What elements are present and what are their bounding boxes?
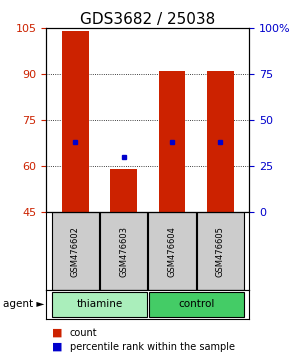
Text: GSM476604: GSM476604 — [168, 226, 177, 277]
Text: agent ►: agent ► — [3, 299, 44, 309]
FancyBboxPatch shape — [149, 292, 244, 317]
FancyBboxPatch shape — [197, 212, 244, 290]
Title: GDS3682 / 25038: GDS3682 / 25038 — [80, 12, 215, 27]
Bar — [62, 32, 89, 212]
Bar — [110, 170, 137, 212]
Text: GSM476603: GSM476603 — [119, 226, 128, 277]
Bar — [207, 71, 234, 212]
Text: ■: ■ — [52, 342, 63, 352]
Text: control: control — [178, 299, 214, 309]
FancyBboxPatch shape — [52, 292, 147, 317]
Text: GSM476602: GSM476602 — [71, 226, 80, 277]
Text: count: count — [70, 328, 97, 338]
Text: ■: ■ — [52, 328, 63, 338]
FancyBboxPatch shape — [52, 212, 99, 290]
FancyBboxPatch shape — [148, 212, 196, 290]
FancyBboxPatch shape — [100, 212, 147, 290]
Text: percentile rank within the sample: percentile rank within the sample — [70, 342, 235, 352]
Text: GSM476605: GSM476605 — [216, 226, 225, 277]
Bar — [159, 71, 185, 212]
Text: thiamine: thiamine — [77, 299, 123, 309]
